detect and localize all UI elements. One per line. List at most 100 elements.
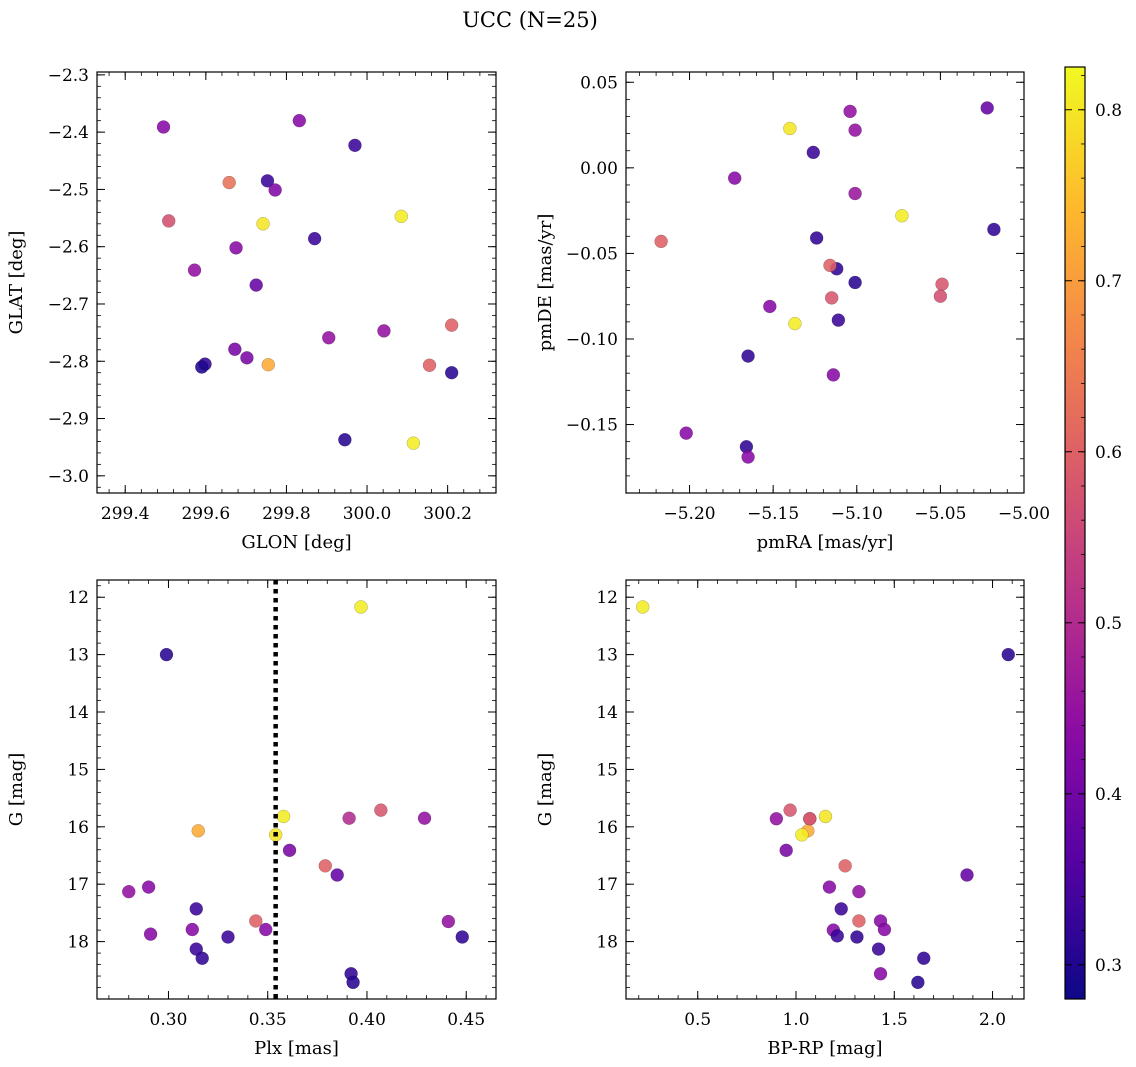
scatter-point — [185, 922, 200, 937]
y-axis-label: pmDE [mas/yr] — [535, 214, 556, 352]
x-tick-label: 300.0 — [343, 504, 392, 524]
scatter-point — [191, 824, 205, 838]
x-axis-label: pmRA [mas/yr] — [757, 532, 894, 553]
x-tick-label: 2.0 — [979, 1010, 1006, 1030]
scatter-point — [960, 868, 974, 882]
y-tick-label: 14 — [596, 703, 618, 723]
scatter-point — [141, 880, 156, 894]
y-axis-label: G [mag] — [535, 753, 556, 826]
y-tick-label: 14 — [67, 703, 89, 723]
colorbar-gradient — [1064, 66, 1086, 1000]
scatter-point — [189, 902, 204, 916]
scatter-point — [1001, 647, 1016, 662]
scatter-point — [292, 113, 307, 128]
colorbar-tick-label: 0.8 — [1095, 101, 1122, 121]
y-tick-label: −2.4 — [48, 123, 89, 143]
scatter-panel-1: 299.4 299.6 299.8 300.0 300.2 −3.0 −2.9 −2.8 −2.… — [6, 66, 497, 553]
scatter-point — [822, 880, 837, 894]
scatter-point — [823, 258, 837, 273]
x-tick-label: 299.4 — [101, 504, 150, 524]
scatter-point — [346, 975, 360, 990]
scatter-point — [935, 277, 949, 291]
y-tick-label: 0.00 — [580, 159, 618, 179]
scatter-point — [143, 927, 158, 941]
scatter-point — [195, 951, 209, 965]
colorbar-tick-label: 0.6 — [1095, 443, 1122, 463]
scatter-point — [727, 171, 742, 185]
x-tick-label: 299.8 — [262, 504, 311, 524]
x-tick-label: −5.00 — [998, 504, 1050, 524]
y-tick-label: 18 — [596, 933, 618, 953]
colorbar-tick-label: 0.4 — [1095, 785, 1122, 805]
plot-frame — [625, 579, 1025, 1000]
y-tick-label: −2.5 — [48, 180, 89, 200]
scatter-point — [826, 368, 841, 382]
scatter-point — [156, 120, 171, 134]
x-tick-label: 0.40 — [348, 1010, 386, 1030]
y-tick-label: −2.3 — [48, 66, 89, 86]
x-axis-label: BP-RP [mag] — [767, 1038, 882, 1059]
scatter-point — [249, 278, 263, 292]
scatter-point — [803, 812, 817, 826]
x-tick-label: −5.15 — [747, 504, 799, 524]
y-tick-label: −0.10 — [566, 330, 618, 350]
y-tick-label: −0.05 — [566, 244, 618, 264]
x-tick-label: 1.0 — [782, 1010, 809, 1030]
scatter-point — [895, 209, 909, 223]
scatter-point — [374, 803, 388, 817]
scatter-point — [843, 104, 857, 119]
plot-frame — [96, 71, 497, 494]
y-tick-label: 13 — [67, 646, 89, 666]
scatter-point — [221, 930, 235, 944]
scatter-point — [441, 914, 456, 929]
scatter-point — [679, 426, 693, 440]
scatter-point — [806, 145, 821, 160]
scatter-point — [871, 942, 886, 956]
scatter-point — [848, 275, 862, 290]
scatter-point — [187, 263, 202, 277]
scatter-point — [321, 331, 336, 345]
scatter-point — [741, 450, 755, 464]
x-tick-label: −5.05 — [914, 504, 966, 524]
scatter-point — [338, 432, 352, 447]
scatter-point — [783, 121, 797, 136]
scatter-point — [455, 930, 470, 944]
y-axis-label: G [mag] — [6, 753, 27, 826]
y-tick-label: −2.7 — [48, 295, 89, 315]
scatter-point — [783, 803, 797, 817]
scatter-point — [422, 358, 437, 373]
y-tick-label: 18 — [67, 933, 89, 953]
plot-frame — [96, 579, 497, 1000]
figure-title: UCC (N=25) — [462, 8, 598, 32]
scatter-point — [933, 289, 948, 303]
scatter-point — [852, 884, 866, 899]
x-tick-label: 0.5 — [684, 1010, 711, 1030]
x-axis-label: Plx [mas] — [254, 1038, 339, 1059]
y-tick-label: 15 — [67, 760, 89, 780]
scatter-point — [222, 175, 236, 190]
scatter-point — [838, 859, 852, 873]
x-tick-label: 0.35 — [249, 1010, 287, 1030]
y-tick-label: −2.9 — [48, 410, 89, 430]
y-tick-label: 13 — [596, 646, 618, 666]
scatter-point — [824, 291, 839, 305]
scatter-point — [917, 951, 931, 965]
scatter-point — [159, 647, 174, 662]
x-tick-label: −5.20 — [663, 504, 715, 524]
scatter-point — [795, 828, 809, 842]
scatter-point — [228, 342, 242, 356]
scatter-point — [258, 922, 273, 937]
y-tick-label: 17 — [67, 875, 89, 895]
scatter-point — [769, 812, 784, 826]
colorbar-tick-label: 0.5 — [1095, 614, 1122, 634]
scatter-point — [741, 349, 755, 363]
scatter-point — [261, 357, 276, 372]
x-tick-label: 300.2 — [423, 504, 472, 524]
scatter-panel-4: 0.5 1.0 1.5 2.0 12 13 14 15 16 17 18 BP-RP [mag] G [… — [535, 579, 1025, 1059]
scatter-point — [307, 231, 322, 246]
scatter-point — [987, 222, 1001, 237]
y-tick-label: 12 — [67, 588, 89, 608]
x-tick-label: 0.30 — [150, 1010, 188, 1030]
scatter-panel-2: −5.20 −5.15 −5.10 −5.05 −5.00 −0.15 −0.10 −0.05… — [535, 71, 1050, 553]
